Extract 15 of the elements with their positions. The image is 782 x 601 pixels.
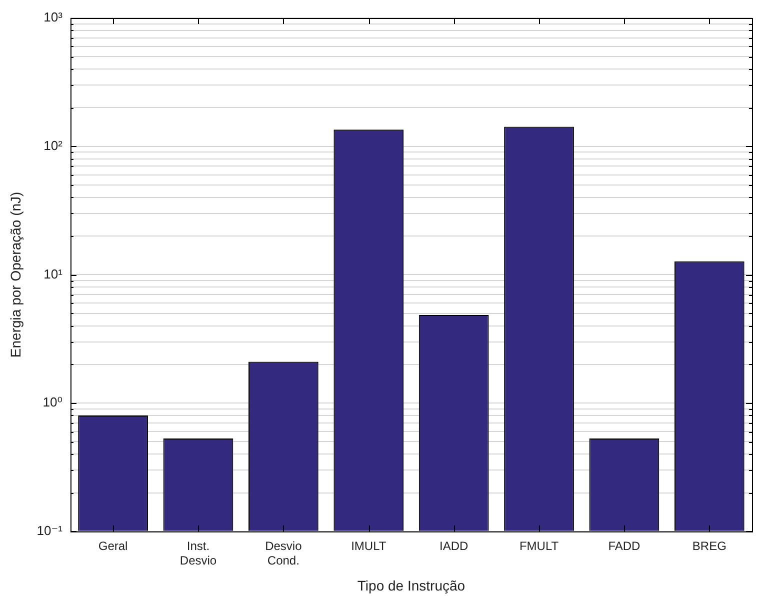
x-axis-title: Tipo de Instrução bbox=[357, 577, 466, 594]
x-tick-label: FMULT bbox=[519, 538, 560, 553]
x-tick-label: IADD bbox=[439, 538, 468, 553]
x-tick-label: BREG bbox=[692, 538, 726, 553]
x-tick-label: Inst. Desvio bbox=[180, 538, 217, 568]
y-tick-label: 10² bbox=[44, 138, 64, 153]
y-tick-label: 10⁻¹ bbox=[36, 522, 64, 538]
x-tick-label: Desvio Cond. bbox=[265, 538, 302, 568]
y-tick-label: 10¹ bbox=[44, 266, 64, 282]
y-tick-label: 10⁰ bbox=[42, 394, 62, 410]
x-tick-label: FADD bbox=[608, 538, 641, 553]
x-tick-label: IMULT bbox=[351, 538, 387, 553]
x-tick-label: Geral bbox=[98, 538, 128, 553]
y-axis-title: Energia por Operação (nJ) bbox=[7, 192, 24, 358]
y-tick-label: 10³ bbox=[44, 10, 64, 25]
